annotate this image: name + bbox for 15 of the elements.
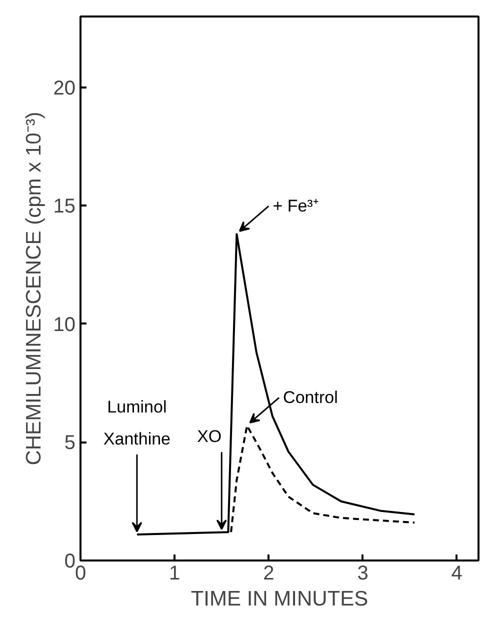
annotation: XO <box>197 427 222 446</box>
text: + Fe³⁺ <box>272 196 319 216</box>
y-tick-label: 20 <box>53 77 76 100</box>
y-tick-label: 10 <box>53 314 76 336</box>
x-tick-label: 2 <box>263 562 274 584</box>
x-tick-label: 3 <box>357 562 368 584</box>
text: Control <box>283 388 338 408</box>
x-tick-label: 1 <box>169 562 180 584</box>
x-tick-label: 4 <box>451 562 462 584</box>
y-tick-label: 15 <box>53 196 76 218</box>
annotation: Xanthine <box>103 429 171 448</box>
y-tick-label: 5 <box>64 432 76 454</box>
x-axis-title: TIME IN MINUTES <box>190 588 368 610</box>
y-axis-title: CHEMILUMINESCENCE (cpm x 10⁻³) <box>22 112 46 466</box>
annotation: Luminol <box>107 397 167 416</box>
